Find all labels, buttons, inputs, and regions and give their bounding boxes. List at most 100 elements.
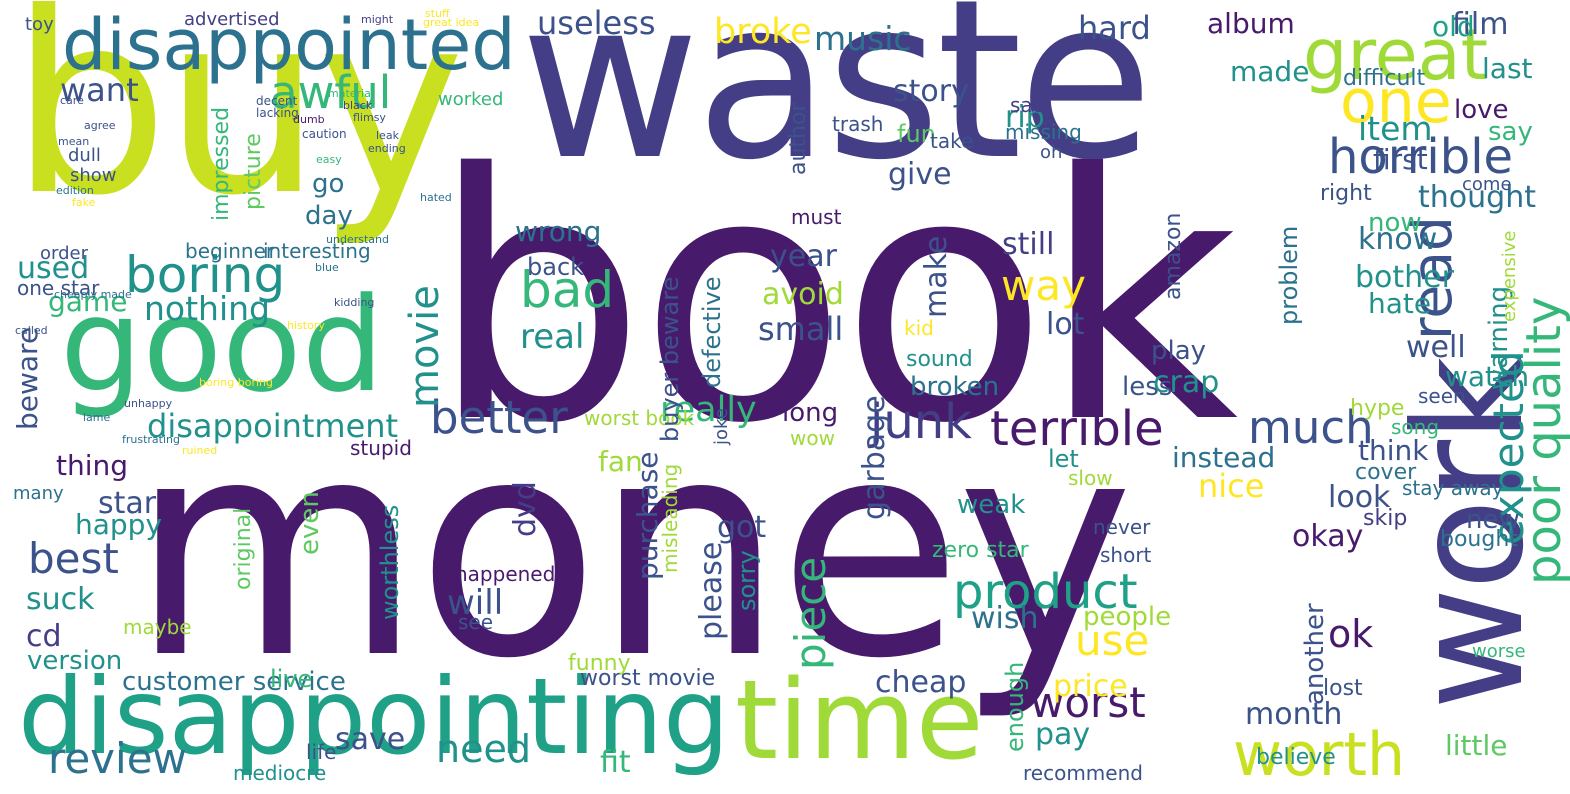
word-hard: hard (1078, 9, 1151, 47)
word-terrible: terrible (990, 401, 1164, 457)
word-trash: trash (832, 112, 884, 136)
word-way: way (1001, 261, 1086, 310)
word-caution: caution (302, 127, 347, 141)
word-know: know (1358, 222, 1438, 257)
word-worked: worked (438, 89, 504, 110)
word-worst: worst (1030, 678, 1146, 727)
word-month: month (1245, 697, 1343, 732)
word-cheaply-made: cheaply made (54, 288, 132, 301)
word-see: see (458, 610, 494, 634)
word-still: still (1002, 227, 1055, 262)
word-nothing: nothing (144, 289, 270, 328)
word-price: price (1053, 669, 1128, 704)
word-horrible: horrible (1328, 129, 1514, 185)
word-people: people (1083, 602, 1172, 632)
word-boring-boring: boring boring (199, 376, 273, 389)
word-used: used (17, 251, 90, 286)
word-instead: instead (1172, 441, 1276, 474)
word-play: play (1151, 336, 1207, 366)
word-stay-away: stay away (1402, 476, 1504, 500)
word-ending: ending (368, 142, 406, 155)
word-last: last (1482, 52, 1533, 85)
word-book: book (430, 102, 1238, 498)
word-stuff: stuff (425, 7, 450, 20)
word-crap: crap (1153, 365, 1220, 400)
word-long: long (782, 398, 839, 428)
word-thought: thought (1418, 180, 1536, 215)
word-lost: lost (1323, 676, 1363, 701)
word-story: story (893, 74, 969, 109)
word-toy: toy (25, 14, 54, 35)
word-version: version (27, 646, 123, 676)
word-say: say (1488, 117, 1533, 147)
word-star: star (98, 486, 157, 521)
word-right: right (1320, 181, 1372, 206)
word-day: day (305, 201, 353, 231)
word-bought: bought (1440, 527, 1518, 552)
word-got: got (717, 510, 767, 545)
word-blue: blue (315, 261, 339, 274)
word-go: go (312, 169, 345, 199)
word-great: great (1303, 14, 1489, 96)
word-sound: sound (906, 347, 973, 372)
word-happened: happened (455, 562, 556, 586)
word-worst-book: worst book (584, 406, 695, 430)
word-agree: agree (84, 119, 116, 132)
word-fan: fan (598, 445, 643, 478)
word-worthless: worthless (376, 504, 404, 620)
word-time: time (735, 656, 984, 784)
word-cd: cd (26, 619, 62, 654)
word-disappointing: disappointing (18, 656, 730, 778)
word-maybe: maybe (123, 615, 192, 639)
word-kidding: kidding (334, 296, 375, 309)
word-difficult: difficult (1343, 66, 1426, 91)
word-real: real (520, 317, 585, 357)
word-easy: easy (316, 153, 342, 166)
word-music: music (814, 19, 912, 58)
word-live: live (270, 665, 313, 693)
word-flimsy: flimsy (353, 111, 386, 124)
word-skip: skip (1363, 506, 1408, 531)
word-frustrating: frustrating (122, 433, 180, 446)
word-small: small (758, 310, 844, 348)
word-old: old (1432, 10, 1475, 43)
word-might: might (361, 13, 394, 26)
word-little: little (1445, 729, 1508, 762)
word-never: never (1093, 515, 1151, 539)
word-less: less (1122, 372, 1173, 402)
word-think: think (1358, 434, 1429, 467)
word-well: well (1406, 330, 1466, 365)
word-fit: fit (600, 745, 631, 780)
word-product: product (953, 564, 1138, 620)
word-ruined: ruined (182, 444, 218, 457)
word-enough: enough (1001, 661, 1029, 752)
word-money: money (130, 375, 1134, 724)
word-best: best (28, 534, 119, 583)
word-advertised: advertised (184, 9, 280, 30)
word-lacking: lacking (256, 106, 299, 120)
word-fun: fun (897, 120, 936, 148)
word-problem: problem (1275, 225, 1303, 325)
word-customer-service: customer service (122, 667, 346, 697)
word-called: called (15, 324, 48, 337)
word-item: item (1358, 109, 1433, 148)
word-will: will (447, 583, 504, 623)
word-dvd: dvd (508, 481, 543, 537)
word-must: must (791, 205, 842, 229)
word-suck: suck (26, 582, 95, 617)
word-new: new (1466, 505, 1520, 535)
word-first: first (1373, 143, 1428, 176)
word-cover: cover (1355, 460, 1417, 485)
word-please: please (694, 541, 729, 640)
word-waste: waste (520, 0, 1153, 208)
word-decent: decent (256, 94, 298, 108)
word-broke: broke (714, 12, 812, 52)
word-wish: wish (971, 601, 1039, 636)
word-good: good (60, 269, 385, 421)
word-recommend: recommend (1023, 761, 1143, 785)
word-even: even (295, 491, 325, 555)
word-another: another (1300, 603, 1330, 705)
word-weak: weak (957, 490, 1026, 520)
word-misleading: misleading (658, 463, 682, 573)
